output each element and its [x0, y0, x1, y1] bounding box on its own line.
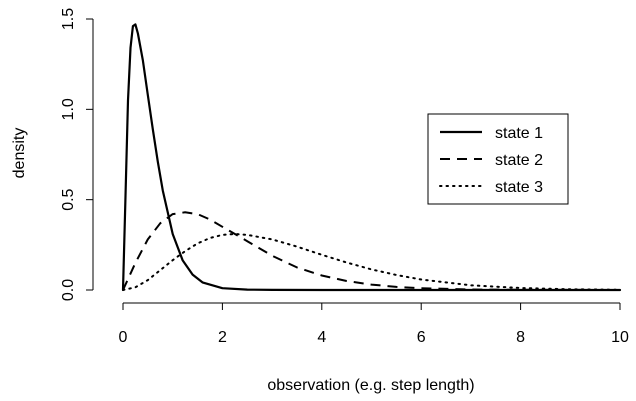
x-tick-label: 10 — [611, 329, 629, 346]
x-tick-label: 8 — [516, 329, 525, 346]
x-tick-label: 0 — [119, 329, 128, 346]
series-line-state-3 — [122, 233, 621, 291]
legend: state 1 state 2 state 3 — [427, 113, 569, 205]
y-tick-label: 0.0 — [60, 279, 77, 301]
legend-label-state-3: state 3 — [495, 179, 543, 196]
legend-box — [427, 113, 569, 205]
legend-label-state-2: state 2 — [495, 152, 543, 169]
y-axis-label: density — [11, 128, 28, 179]
x-tick-label: 2 — [218, 329, 227, 346]
legend-label-state-1: state 1 — [495, 125, 543, 142]
y-tick-label: 1.5 — [60, 8, 77, 30]
y-tick-label: 1.0 — [60, 98, 77, 120]
x-tick-label: 4 — [317, 329, 326, 346]
series-line-state-2 — [122, 211, 621, 291]
x-tick-label: 6 — [417, 329, 426, 346]
series-line-state-1 — [121, 23, 622, 292]
series-lines — [121, 23, 622, 292]
x-axis-label: observation (e.g. step length) — [267, 377, 474, 394]
axes: 0 2 4 6 8 10 0.0 0.5 1.0 1.5 — [60, 8, 629, 346]
y-tick-label: 0.5 — [60, 188, 77, 210]
